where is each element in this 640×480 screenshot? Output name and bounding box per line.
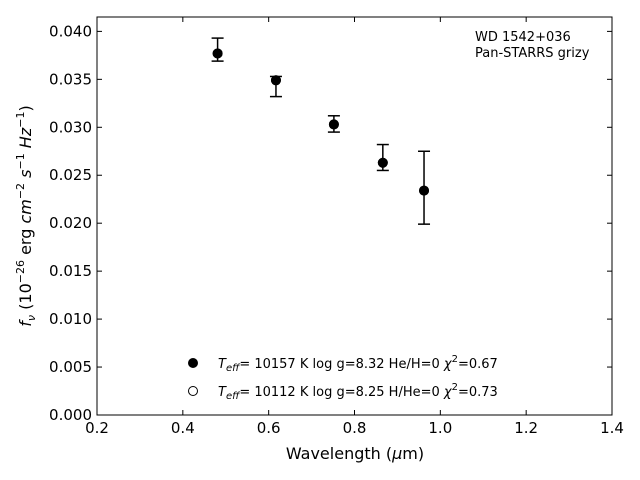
y-tick-label: 0.005 (49, 358, 92, 376)
legend-entry-2: Teff= 10112 K log g=8.25 H/He=0 χ2=0.73 (218, 382, 498, 402)
legend-marker-open (188, 386, 198, 396)
y-axis-label: fν (10−26 erg cm−2 s−1 Hz−1) (14, 105, 38, 326)
x-tick-label: 0.8 (343, 419, 367, 437)
y-tick-label: 0.025 (49, 166, 92, 184)
x-tick-label: 1.0 (428, 419, 452, 437)
y-tick-label: 0.020 (49, 214, 92, 232)
data-point (419, 185, 430, 196)
x-tick-label: 1.4 (600, 419, 624, 437)
x-tick-label: 0.6 (257, 419, 281, 437)
data-point (212, 48, 223, 59)
legend-entry-1: Teff= 10157 K log g=8.32 He/H=0 χ2=0.67 (218, 354, 498, 374)
y-tick-label: 0.030 (49, 118, 92, 136)
y-tick-label: 0.000 (49, 406, 92, 424)
legend: Teff= 10157 K log g=8.32 He/H=0 χ2=0.67 … (188, 354, 498, 402)
y-tick-label: 0.015 (49, 262, 92, 280)
annotation-object-name: WD 1542+036 (475, 30, 571, 45)
data-point (270, 75, 281, 86)
data-marks (211, 37, 431, 225)
x-tick-label: 0.4 (171, 419, 195, 437)
legend-marker-filled (188, 358, 198, 368)
x-axis-label: Wavelength (μm) (286, 444, 424, 463)
data-point (377, 157, 388, 168)
data-point (328, 119, 339, 130)
annotation-survey: Pan-STARRS grizy (475, 46, 590, 61)
x-tick-label: 0.2 (85, 419, 109, 437)
y-tick-label: 0.010 (49, 310, 92, 328)
x-tick-label: 1.2 (514, 419, 538, 437)
y-tick-label: 0.035 (49, 70, 92, 88)
y-tick-label: 0.040 (49, 22, 92, 40)
plot-frame (96, 16, 613, 416)
axis-ticks: 0.2 0.4 0.6 0.8 1.0 1.2 1.4 0.000 0.005 0.010 0.01… (49, 17, 624, 437)
